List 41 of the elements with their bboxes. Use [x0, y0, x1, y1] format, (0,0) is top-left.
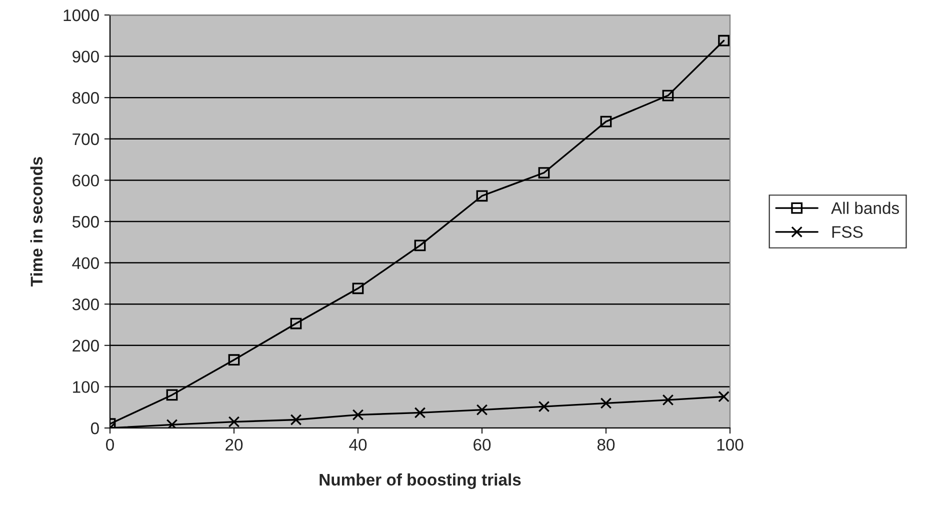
legend-label: FSS: [832, 226, 863, 238]
x-tick-label: 100: [717, 438, 744, 451]
point: [228, 354, 240, 366]
y-tick-label: 1000: [64, 9, 99, 22]
y-tick-label: 100: [73, 381, 99, 393]
point: [414, 407, 426, 418]
y-tick-label: 300: [72, 298, 99, 310]
point: [352, 409, 364, 420]
point: [414, 240, 426, 252]
point: [352, 282, 364, 294]
y-tick-label: 200: [72, 340, 99, 352]
legend-label: All bands: [831, 202, 899, 214]
point: [718, 34, 730, 46]
point: [228, 416, 240, 428]
point: [662, 394, 674, 406]
x-tick-label: 0: [106, 438, 114, 451]
point: [718, 390, 730, 402]
point: [600, 398, 612, 409]
y-tick-label: 500: [72, 216, 99, 228]
y-tick-label: 0: [90, 422, 99, 434]
x-axis-title: Number of boosting trials: [320, 473, 521, 490]
y-axis-title: Time in seconds: [30, 157, 43, 286]
point: [600, 116, 612, 128]
point: [476, 404, 488, 416]
y-tick-label: 700: [72, 133, 99, 146]
y-tick-label: 400: [72, 257, 99, 270]
x-tick-label: 80: [597, 438, 615, 451]
x-tick-label: 20: [226, 438, 243, 451]
x-tick-label: 40: [349, 438, 367, 451]
point: [476, 190, 488, 202]
x-tick-label: 60: [474, 438, 491, 451]
point: [538, 400, 550, 412]
point: [290, 318, 302, 330]
y-tick-label: 900: [72, 50, 99, 63]
y-tick-label: 800: [72, 92, 99, 104]
point: [538, 167, 550, 178]
point: [662, 90, 674, 102]
point: [166, 389, 178, 401]
point: [290, 414, 302, 426]
point: [166, 419, 178, 428]
y-tick-label: 600: [72, 174, 99, 186]
